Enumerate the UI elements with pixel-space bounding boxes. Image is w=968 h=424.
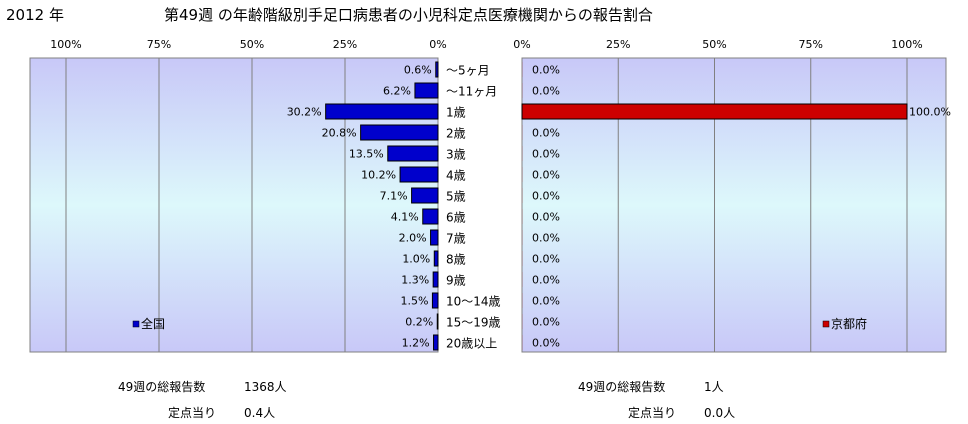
- right-tick-label: 50%: [702, 38, 726, 51]
- right-data-label: 0.0%: [532, 148, 560, 161]
- right-data-label: 0.0%: [532, 295, 560, 308]
- right-tick-label: 75%: [799, 38, 823, 51]
- left-legend-label: 全国: [141, 316, 165, 331]
- left-tick-label: 100%: [50, 38, 81, 51]
- category-label: 3歳: [446, 148, 466, 162]
- left-bar: [436, 313, 439, 330]
- category-label: 8歳: [446, 253, 466, 267]
- right-total-reports-value: 1人: [704, 380, 724, 394]
- year-label: 2012 年: [6, 6, 64, 24]
- category-label: 15～19歳: [446, 316, 501, 330]
- left-data-label: 1.3%: [401, 274, 429, 287]
- left-bar: [414, 82, 439, 99]
- category-label: 20歳以上: [446, 337, 497, 351]
- right-data-label: 0.0%: [532, 253, 560, 266]
- left-bar: [433, 334, 439, 351]
- left-bar: [422, 208, 439, 225]
- left-data-label: 20.8%: [322, 127, 357, 140]
- left-data-label: 0.2%: [405, 316, 433, 329]
- left-tick-label: 75%: [147, 38, 171, 51]
- right-tick-label: 0%: [513, 38, 530, 51]
- right-per-site-value: 0.0人: [704, 406, 736, 420]
- left-total-reports-label: 49週の総報告数: [118, 380, 206, 394]
- left-data-label: 2.0%: [399, 232, 427, 245]
- category-label: 1歳: [446, 106, 466, 120]
- right-data-label: 0.0%: [532, 85, 560, 98]
- left-data-label: 1.5%: [400, 295, 428, 308]
- right-legend-swatch: [822, 320, 830, 328]
- left-data-label: 7.1%: [380, 190, 408, 203]
- left-bar: [430, 229, 439, 246]
- left-tick-label: 25%: [333, 38, 357, 51]
- right-data-label: 0.0%: [532, 127, 560, 140]
- right-data-label: 0.0%: [532, 190, 560, 203]
- left-data-label: 0.6%: [404, 64, 432, 77]
- right-bar: [521, 103, 908, 120]
- category-label: 10～14歳: [446, 295, 501, 309]
- category-label: 7歳: [446, 232, 466, 246]
- category-label: 6歳: [446, 211, 466, 225]
- category-label: 9歳: [446, 274, 466, 288]
- left-data-label: 4.1%: [391, 211, 419, 224]
- right-data-label: 0.0%: [532, 232, 560, 245]
- category-label: ～11ヶ月: [446, 85, 497, 99]
- left-data-label: 6.2%: [383, 85, 411, 98]
- right-data-label: 0.0%: [532, 169, 560, 182]
- right-data-label: 0.0%: [532, 211, 560, 224]
- left-tick-label: 0%: [429, 38, 446, 51]
- right-data-label: 0.0%: [532, 316, 560, 329]
- category-label: 4歳: [446, 169, 466, 183]
- left-data-label: 1.0%: [402, 253, 430, 266]
- chart-title: 第49週 の年齢階級別手足口病患者の小児科定点医療機関からの報告割合: [164, 6, 653, 24]
- left-bar: [431, 292, 439, 309]
- left-plot-area: [29, 57, 439, 353]
- right-data-label: 0.0%: [532, 64, 560, 77]
- left-bar: [411, 187, 439, 204]
- left-data-label: 10.2%: [361, 169, 396, 182]
- right-data-label: 100.0%: [909, 106, 951, 119]
- left-bar: [432, 271, 439, 288]
- left-bar: [399, 166, 439, 183]
- left-per-site-label: 定点当り: [168, 406, 217, 420]
- right-per-site-label: 定点当り: [628, 406, 677, 420]
- left-data-label: 30.2%: [287, 106, 322, 119]
- right-tick-label: 100%: [891, 38, 922, 51]
- right-total-reports-label: 49週の総報告数: [578, 380, 666, 394]
- right-plot-area: [521, 57, 947, 353]
- left-bar: [387, 145, 439, 162]
- category-label: 2歳: [446, 127, 466, 141]
- left-bar: [435, 61, 439, 78]
- left-legend-swatch: [132, 320, 140, 328]
- right-data-label: 0.0%: [532, 274, 560, 287]
- left-total-reports-value: 1368人: [244, 380, 287, 394]
- left-data-label: 1.2%: [402, 337, 430, 350]
- left-bar: [360, 124, 439, 141]
- left-bar: [433, 250, 439, 267]
- right-legend-label: 京都府: [831, 316, 867, 331]
- category-label: 5歳: [446, 190, 466, 204]
- left-per-site-value: 0.4人: [244, 406, 276, 420]
- left-data-label: 13.5%: [349, 148, 384, 161]
- right-tick-label: 25%: [606, 38, 630, 51]
- left-bar: [325, 103, 439, 120]
- category-label: ～5ヶ月: [446, 64, 490, 78]
- right-data-label: 0.0%: [532, 337, 560, 350]
- left-tick-label: 50%: [240, 38, 264, 51]
